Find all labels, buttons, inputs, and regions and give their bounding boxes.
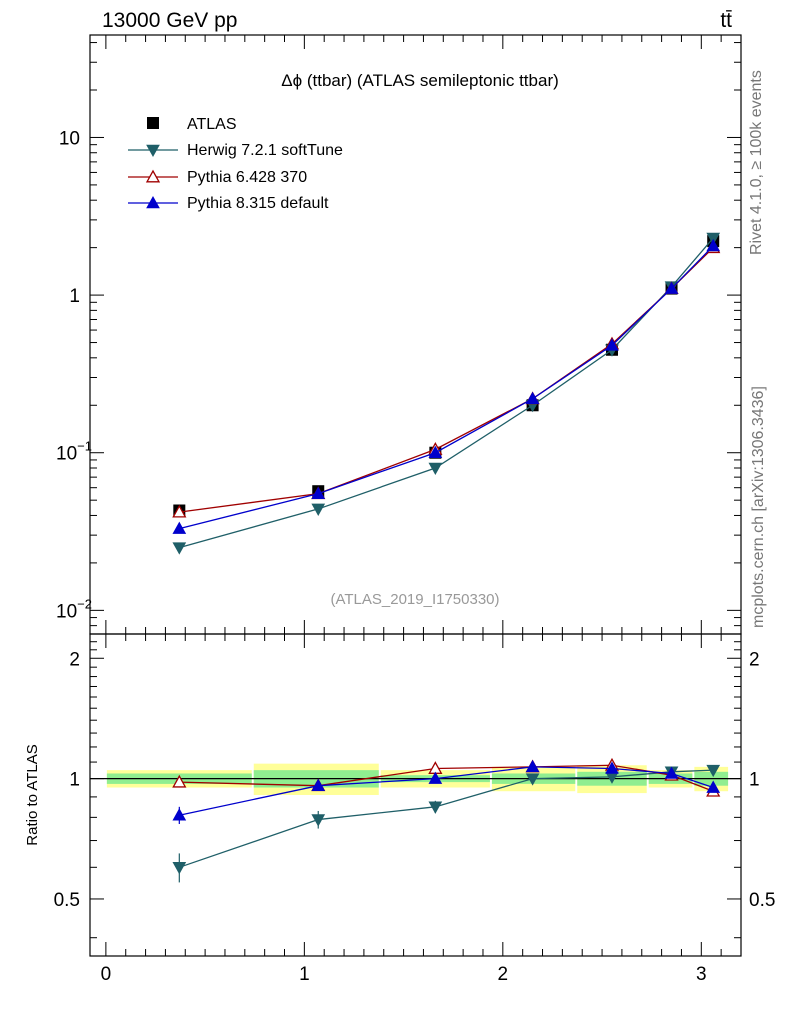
ratio-frame bbox=[89, 633, 742, 957]
ratio-y-tick-label-right: 2 bbox=[749, 649, 760, 670]
series-point-marker bbox=[706, 764, 721, 778]
ratio-panel: Ratio to ATLAS 0 1 2 3 0.5 0.5 1 1 2 2 bbox=[24, 633, 775, 985]
series-point-marker bbox=[525, 391, 540, 405]
x-tick-label: 2 bbox=[498, 964, 509, 985]
series-point-marker bbox=[172, 504, 187, 518]
series-line bbox=[179, 247, 714, 513]
series-point-marker bbox=[428, 462, 443, 476]
analysis-id: (ATLAS_2019_I1750330) bbox=[330, 591, 499, 608]
series-point-marker bbox=[706, 780, 721, 793]
ratio-y-tick-label: 2 bbox=[69, 649, 80, 670]
series-point-marker bbox=[428, 801, 443, 814]
main-series bbox=[172, 232, 721, 555]
series-point-marker bbox=[428, 771, 443, 784]
mcplots-label: mcplots.cern.ch [arXiv:1306.3436] bbox=[750, 386, 767, 628]
process-label: tt̄ bbox=[720, 9, 732, 32]
y-tick-label: 10 bbox=[59, 128, 80, 149]
series-point-marker bbox=[311, 778, 326, 792]
main-panel: Δϕ (ttbar) (ATLAS semileptonic ttbar) (A… bbox=[56, 34, 742, 635]
ratio-axes: 0 1 2 3 0.5 0.5 1 1 2 2 bbox=[54, 633, 775, 985]
energy-label: 13000 GeV pp bbox=[102, 9, 237, 32]
y-tick-label: 10−1 bbox=[56, 439, 92, 465]
series-point-marker bbox=[605, 338, 619, 351]
rivet-label: Rivet 4.1.0, ≥ 100k events bbox=[748, 70, 765, 255]
ratio-y-tick-label-right: 0.5 bbox=[749, 890, 775, 911]
legend-label: Herwig 7.2.1 softTune bbox=[187, 142, 343, 159]
series-point-marker bbox=[706, 232, 721, 246]
legend-label: Pythia 6.428 370 bbox=[187, 169, 307, 186]
series-point-marker bbox=[428, 445, 443, 459]
series-point-marker bbox=[172, 542, 187, 555]
series-point-marker bbox=[525, 773, 540, 786]
series-point-marker bbox=[706, 238, 721, 252]
series-point-marker bbox=[311, 486, 326, 499]
y-tick-label: 10−2 bbox=[56, 596, 92, 622]
legend: ATLAS Herwig 7.2.1 softTune Pythia 6.428 3… bbox=[128, 116, 343, 212]
x-tick-label: 0 bbox=[101, 964, 112, 985]
series-point-marker bbox=[664, 281, 679, 294]
series-point-marker bbox=[172, 862, 187, 875]
ratio-y-tick-label: 0.5 bbox=[54, 890, 80, 911]
x-tick-label: 3 bbox=[696, 964, 707, 985]
legend-label: Pythia 8.315 default bbox=[187, 195, 329, 212]
series-point-marker bbox=[311, 814, 326, 827]
x-tick-label: 1 bbox=[299, 964, 310, 985]
series-point-marker bbox=[172, 521, 187, 534]
series-point-marker bbox=[172, 774, 187, 788]
ratio-y-tick-label-right: 1 bbox=[749, 770, 760, 791]
series-point-marker bbox=[172, 808, 187, 821]
y-tick-label: 1 bbox=[69, 286, 80, 307]
series-point-marker bbox=[525, 759, 540, 773]
ratio-ylabel: Ratio to ATLAS bbox=[24, 744, 41, 845]
series-point-marker bbox=[664, 766, 679, 779]
data-point-marker bbox=[147, 117, 159, 129]
series-point-marker bbox=[146, 195, 160, 209]
chart-title: Δϕ (ttbar) (ATLAS semileptonic ttbar) bbox=[281, 71, 559, 90]
series-point-marker bbox=[605, 761, 619, 774]
ratio-y-tick-label: 1 bbox=[69, 770, 80, 791]
series-point-marker bbox=[145, 169, 161, 183]
series-point-marker bbox=[311, 503, 326, 516]
series-line bbox=[179, 245, 714, 530]
ratio-series bbox=[172, 757, 721, 883]
series-point-marker bbox=[146, 144, 160, 158]
legend-label: ATLAS bbox=[187, 116, 237, 133]
